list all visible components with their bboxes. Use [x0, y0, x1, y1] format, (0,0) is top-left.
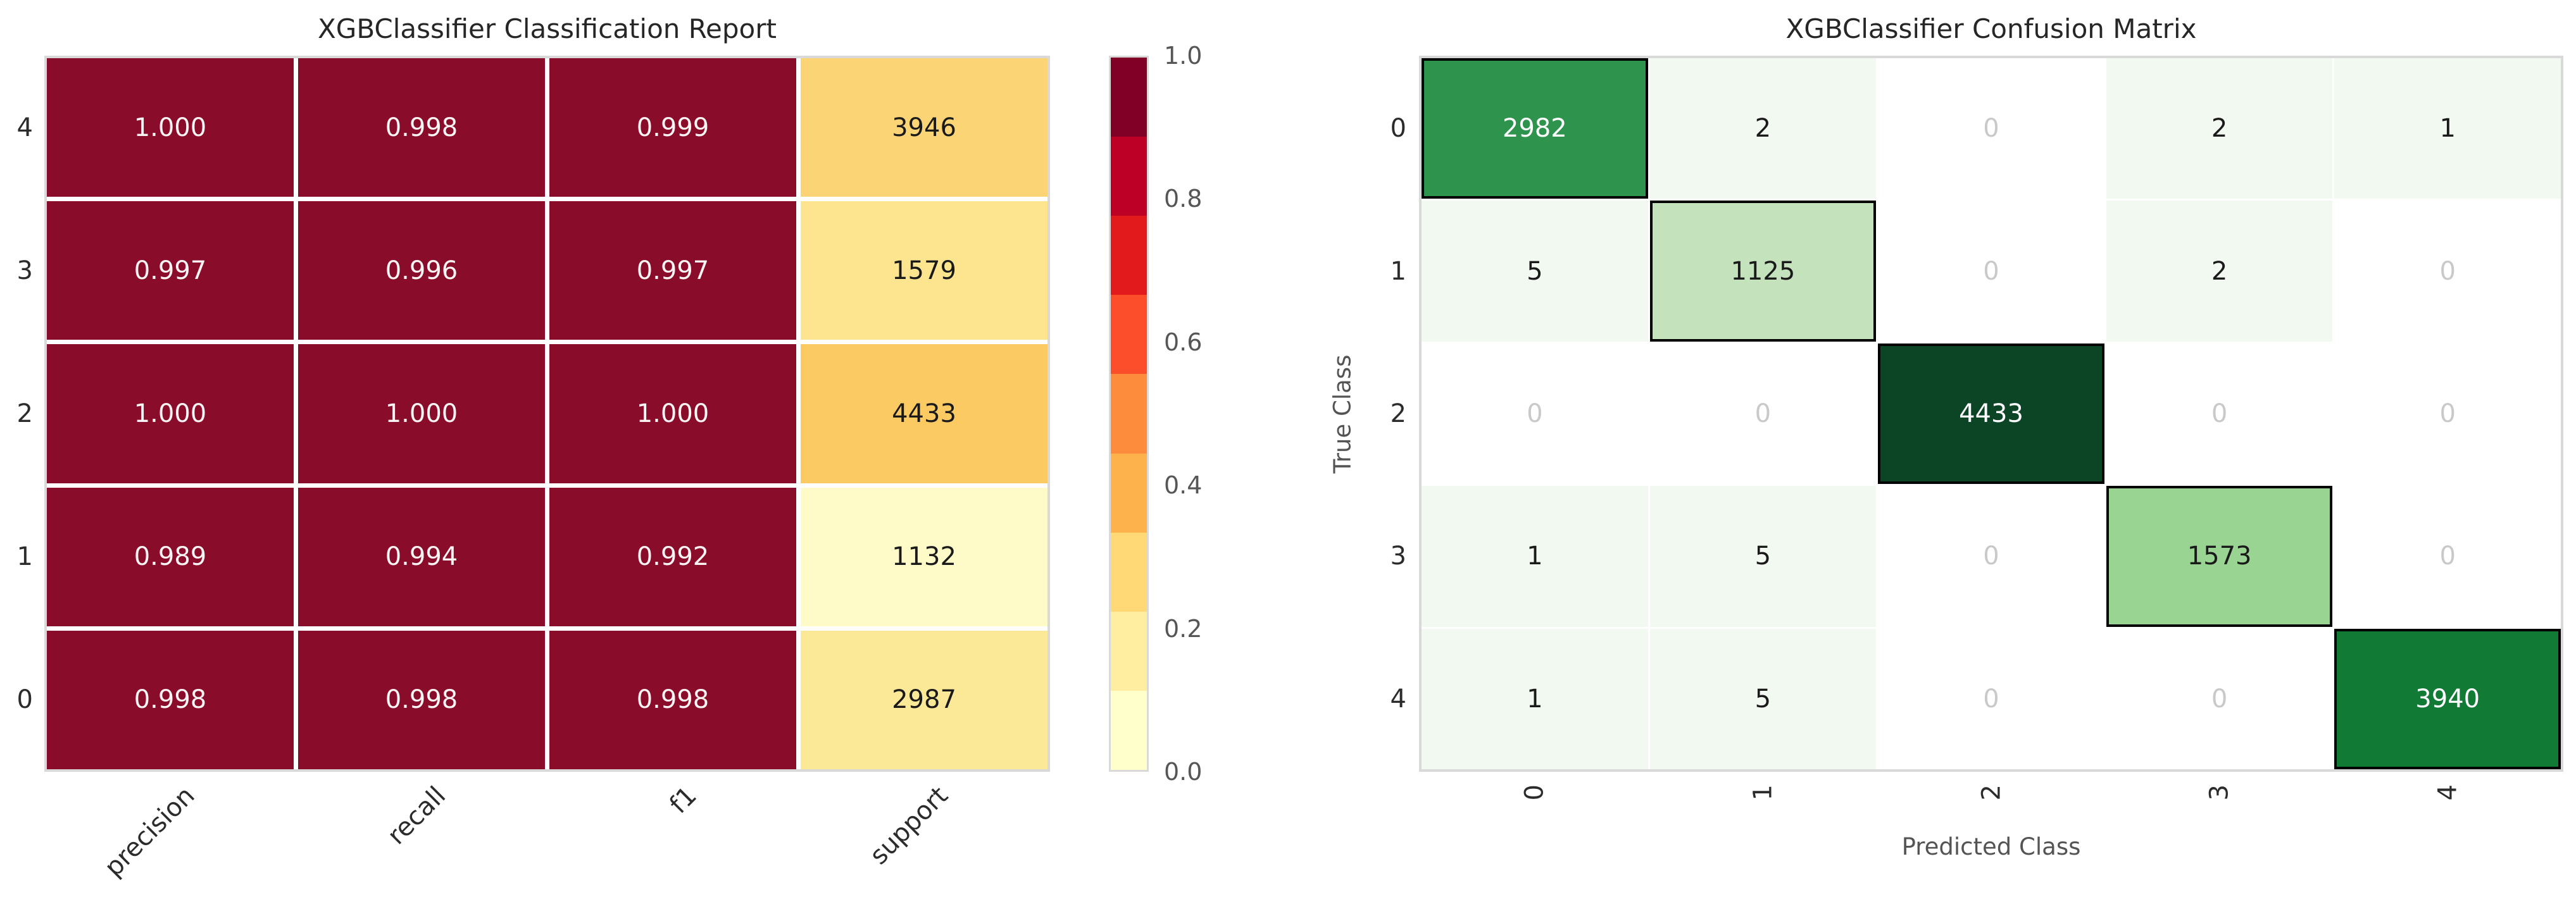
classification-report-title: XGBClassifier Classification Report	[318, 13, 777, 44]
y-tick-label: 4	[16, 113, 33, 142]
y-tick-label: 0	[16, 685, 33, 715]
heatmap-cell-r3c3: 1132	[801, 487, 1047, 626]
colorbar-tick-label: 0.4	[1164, 471, 1203, 500]
colorbar-segment	[1111, 690, 1147, 770]
x-tick-label: 2	[1977, 784, 2006, 801]
x-tick-label: 0	[1520, 784, 1549, 801]
x-tick-label: 4	[2433, 784, 2463, 801]
classification-report-heatmap: 1.000 0.998 0.999 3946 0.997 0.996 0.997 1579 1.…	[44, 56, 1050, 772]
heatmap-cell-r3c0: 1	[1422, 486, 1648, 627]
heatmap-cell-r1c3: 2	[2106, 201, 2333, 342]
x-tick-label: precision	[99, 781, 201, 882]
heatmap-cell-r1c0: 5	[1422, 201, 1648, 342]
heatmap-cell-r4c1: 0.998	[298, 630, 545, 769]
y-tick-label: 2	[16, 399, 33, 428]
heatmap-cell-r2c3: 4433	[801, 344, 1047, 483]
heatmap-cell-r2c2: 4433	[1878, 343, 2104, 485]
heatmap-cell-r3c2: 0.992	[549, 487, 796, 626]
heatmap-cell-r3c0: 0.989	[47, 487, 294, 626]
colorbar-segment	[1111, 58, 1147, 137]
y-tick-label: 1	[16, 542, 33, 572]
heatmap-cell-r1c4: 0	[2334, 201, 2561, 342]
y-tick-label: 1	[1390, 256, 1406, 286]
x-tick-label: f1	[664, 781, 703, 820]
heatmap-cell-r0c3: 3946	[801, 58, 1047, 197]
heatmap-cell-r0c3: 2	[2106, 58, 2333, 199]
heatmap-cell-r0c0: 2982	[1422, 58, 1648, 199]
confusion-matrix-heatmap: 2982 2 0 2 1 5 1125 0 2 0 0 0 4433 0 0 1 5 0 1573 0 1 5 0 0 3940	[1419, 56, 2563, 772]
colorbar-tick-label: 0.6	[1164, 328, 1203, 356]
heatmap-cell-r2c0: 1.000	[47, 344, 294, 483]
x-tick-label: support	[865, 781, 954, 870]
heatmap-cell-r3c1: 5	[1649, 486, 1877, 627]
colorbar-segment	[1111, 216, 1147, 295]
heatmap-cell-r3c4: 0	[2334, 486, 2561, 627]
heatmap-cell-r0c0: 1.000	[47, 58, 294, 197]
heatmap-cell-r2c1: 1.000	[298, 344, 545, 483]
predicted-class-axis-label: Predicted Class	[1901, 833, 2081, 860]
heatmap-cell-r2c0: 0	[1422, 343, 1648, 485]
heatmap-cell-r1c2: 0	[1878, 201, 2104, 342]
colorbar-segment	[1111, 374, 1147, 454]
heatmap-cell-r4c0: 0.998	[47, 630, 294, 769]
heatmap-cell-r2c1: 0	[1649, 343, 1877, 485]
heatmap-cell-r4c3: 2987	[801, 630, 1047, 769]
heatmap-cell-r3c2: 0	[1878, 486, 2104, 627]
heatmap-cell-r0c4: 1	[2334, 58, 2561, 199]
colorbar-tick-label: 0.2	[1164, 614, 1203, 643]
colorbar-segment	[1111, 137, 1147, 216]
heatmap-cell-r4c3: 0	[2106, 628, 2333, 769]
x-tick-label: 3	[2204, 784, 2234, 801]
heatmap-cell-r2c4: 0	[2334, 343, 2561, 485]
y-tick-label: 3	[16, 256, 33, 285]
colorbar-segment	[1111, 532, 1147, 612]
heatmap-cell-r1c0: 0.997	[47, 201, 294, 340]
heatmap-cell-r2c3: 0	[2106, 343, 2333, 485]
heatmap-cell-r4c1: 5	[1649, 628, 1877, 769]
heatmap-cell-r4c4: 3940	[2334, 628, 2561, 769]
colorbar-tick-label: 0.8	[1164, 185, 1203, 213]
y-tick-label: 0	[1390, 114, 1406, 144]
y-tick-label: 2	[1390, 399, 1406, 428]
heatmap-cell-r4c2: 0.998	[549, 630, 796, 769]
heatmap-cell-r1c3: 1579	[801, 201, 1047, 340]
colorbar-tick-label: 0.0	[1164, 758, 1203, 786]
confusion-matrix-title: XGBClassifier Confusion Matrix	[1785, 13, 2197, 44]
colorbar	[1109, 56, 1149, 772]
colorbar-segment	[1111, 611, 1147, 691]
x-tick-label: 1	[1748, 784, 1778, 801]
heatmap-cell-r2c2: 1.000	[549, 344, 796, 483]
y-tick-label: 4	[1390, 684, 1406, 714]
heatmap-cell-r3c3: 1573	[2106, 486, 2333, 627]
heatmap-cell-r1c2: 0.997	[549, 201, 796, 340]
y-tick-label: 3	[1390, 542, 1406, 571]
heatmap-cell-r1c1: 0.996	[298, 201, 545, 340]
x-tick-label: recall	[382, 781, 452, 851]
heatmap-cell-r0c2: 0.999	[549, 58, 796, 197]
colorbar-tick-label: 1.0	[1164, 42, 1203, 70]
heatmap-cell-r4c0: 1	[1422, 628, 1648, 769]
heatmap-cell-r0c2: 0	[1878, 58, 2104, 199]
true-class-axis-label-wrap: True Class	[1328, 56, 1357, 772]
heatmap-cell-r1c1: 1125	[1649, 201, 1877, 342]
heatmap-cell-r3c1: 0.994	[298, 487, 545, 626]
true-class-axis-label: True Class	[1329, 354, 1356, 473]
heatmap-cell-r0c1: 2	[1649, 58, 1877, 199]
colorbar-segment	[1111, 453, 1147, 533]
colorbar-segment	[1111, 295, 1147, 375]
heatmap-cell-r0c1: 0.998	[298, 58, 545, 197]
heatmap-cell-r4c2: 0	[1878, 628, 2104, 769]
